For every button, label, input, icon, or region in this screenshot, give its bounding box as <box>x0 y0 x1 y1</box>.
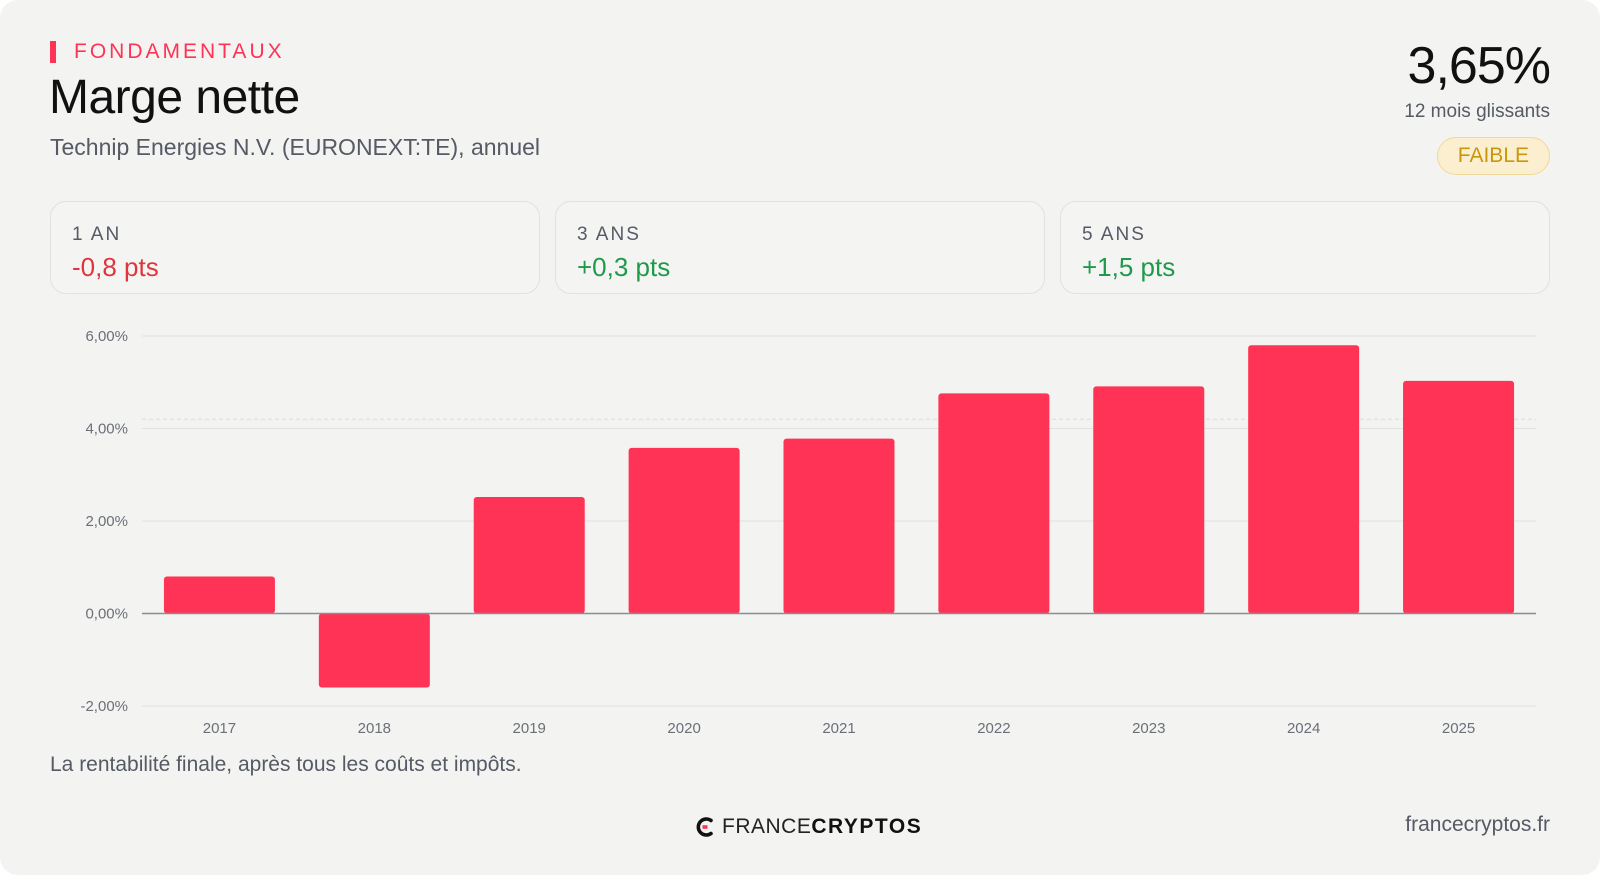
brand-mark-icon <box>696 817 713 837</box>
bar-chart: 6,00% 4,00% 2,00% 0,00% -2,00% 2017 2018 2019 20… <box>80 328 1536 737</box>
kicker-accent-bar <box>50 41 56 63</box>
x-tick-label: 2021 <box>822 720 855 737</box>
x-tick-label: 2022 <box>977 720 1010 737</box>
brand-name-light: FRANCE <box>722 815 812 838</box>
page-subtitle: Technip Energies N.V. (EURONEXT:TE), ann… <box>50 134 541 160</box>
page-title: Marge nette <box>49 71 300 124</box>
x-tick-label: 2023 <box>1132 720 1165 737</box>
stat-card-3y: 3 ANS +0,3 pts <box>555 201 1045 294</box>
site-url: francecryptos.fr <box>1405 813 1550 836</box>
bar-2020 <box>628 447 740 614</box>
headline-period: 12 mois glissants <box>1404 101 1550 122</box>
stat-label: 3 ANS <box>577 224 641 245</box>
status-badge: FAIBLE <box>1436 137 1550 175</box>
brand-name-bold: CRYPTOS <box>811 815 923 838</box>
y-tick-label: 4,00% <box>85 421 128 438</box>
stat-card-1y: 1 AN -0,8 pts <box>50 201 540 294</box>
chart-caption: La rentabilité finale, après tous les co… <box>50 753 522 776</box>
x-tick-label: 2018 <box>358 720 391 737</box>
x-tick-label: 2019 <box>513 720 546 737</box>
stat-value: +1,5 pts <box>1082 252 1176 282</box>
y-tick-label: 0,00% <box>85 606 128 623</box>
bar-2025 <box>1403 380 1515 614</box>
brand-logo: FRANCE CRYPTOS <box>694 815 922 839</box>
y-tick-label: 6,00% <box>85 328 128 345</box>
bar-2017 <box>163 576 275 614</box>
stat-label: 5 ANS <box>1082 224 1146 245</box>
x-tick-label: 2017 <box>203 720 236 737</box>
headline-value: 3,65% <box>1407 37 1551 95</box>
bar-2018 <box>318 613 430 688</box>
x-tick-label: 2024 <box>1287 720 1320 737</box>
kicker-label: FONDAMENTAUX <box>74 40 285 63</box>
stat-label: 1 AN <box>72 224 122 245</box>
bar-2023 <box>1093 386 1205 614</box>
stat-value: -0,8 pts <box>72 252 159 282</box>
section-kicker: FONDAMENTAUX <box>50 40 285 64</box>
stat-card-5y: 5 ANS +1,5 pts <box>1060 201 1550 294</box>
x-tick-label: 2020 <box>667 720 700 737</box>
bar-2019 <box>473 496 585 614</box>
bar-2022 <box>938 393 1050 614</box>
y-tick-label: -2,00% <box>80 698 128 715</box>
stat-cards: 1 AN -0,8 pts 3 ANS +0,3 pts 5 ANS +1,5 … <box>50 201 1550 294</box>
stat-value: +0,3 pts <box>577 252 671 282</box>
bar-2024 <box>1248 345 1360 614</box>
bar-2021 <box>783 438 895 614</box>
x-tick-label: 2025 <box>1442 720 1475 737</box>
y-tick-label: 2,00% <box>85 513 128 530</box>
